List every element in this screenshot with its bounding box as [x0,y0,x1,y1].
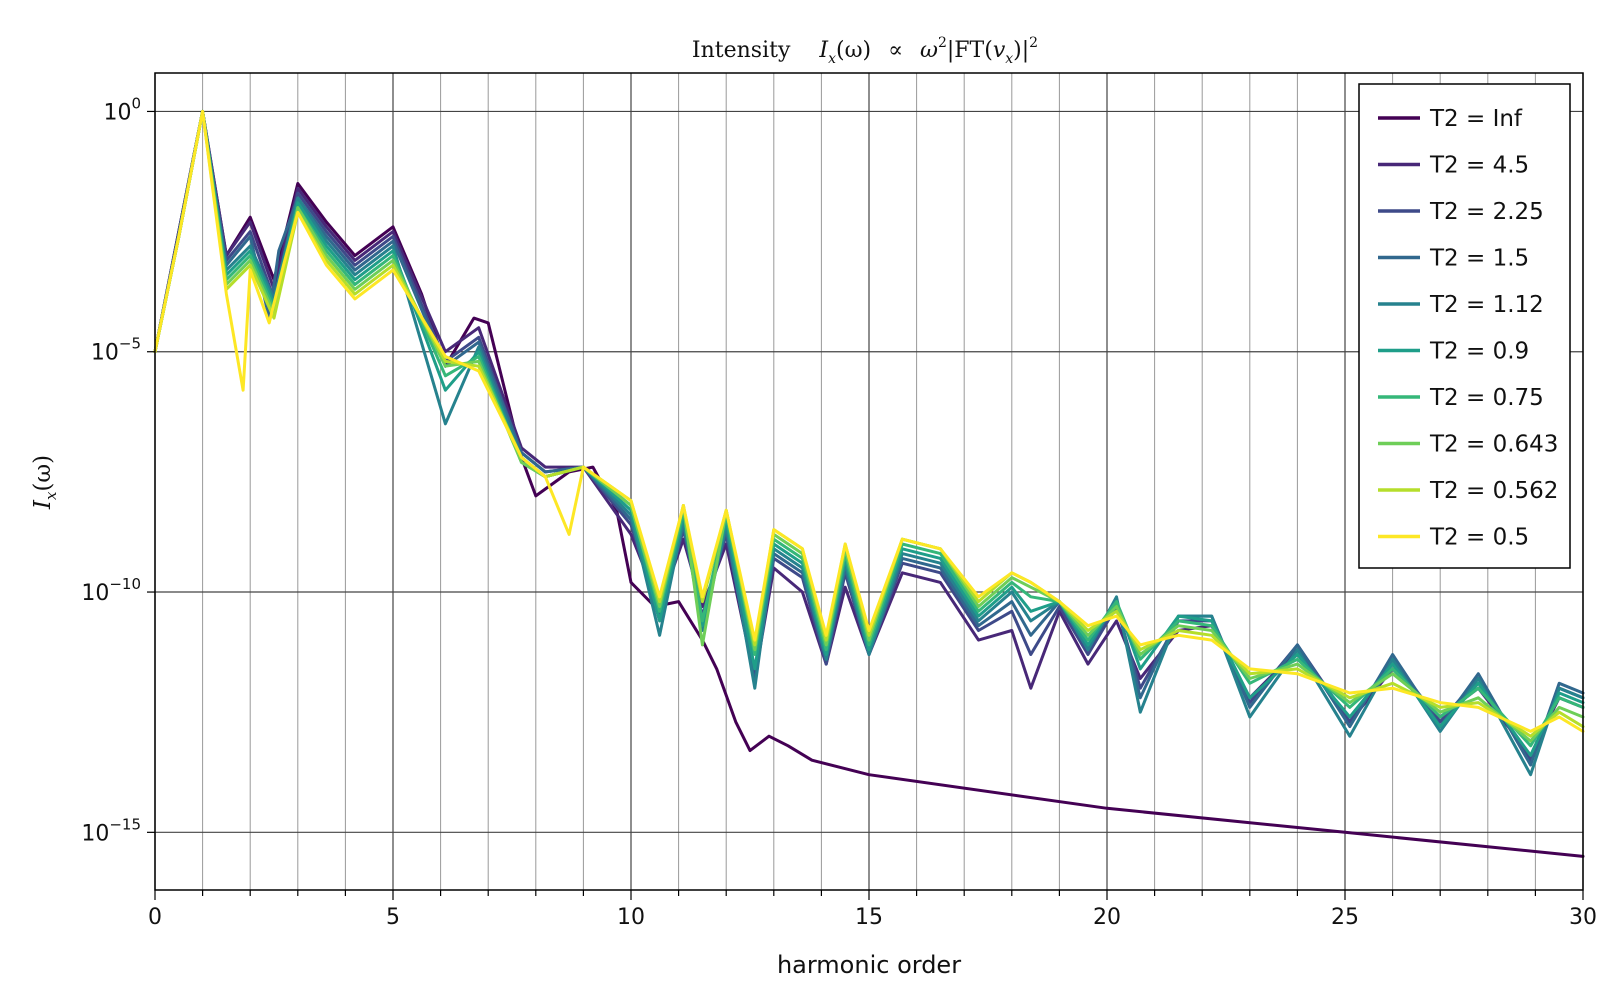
legend-label: T2 = 1.12 [1429,292,1544,318]
title-word: Intensity [692,38,791,63]
plot-area: 0 5 10 15 20 25 30 100 10−5 10−10 10−15 [81,72,1597,930]
chart-title: Intensity Ix(ω) ∝ ω2|FT(vx)|2 [692,35,1038,67]
legend-label: T2 = 1.5 [1429,246,1529,272]
legend-label: T2 = 0.9 [1429,339,1529,365]
y-tick-label: 100 [103,94,141,125]
legend-label: T2 = 0.643 [1429,432,1558,458]
series-layer [153,109,1585,858]
legend-label: T2 = Inf [1429,106,1523,132]
y-tick-label: 10−15 [81,815,141,846]
x-axis: 0 5 10 15 20 25 30 [148,890,1597,930]
legend-label: T2 = 0.5 [1429,525,1529,551]
title-lhs: I [818,38,829,63]
y-tick-label: 10−10 [81,575,141,606]
legend-label: T2 = 2.25 [1429,199,1544,225]
x-axis-label: harmonic order [777,951,961,979]
title-prop: ∝ [888,38,903,63]
x-tick-label: 25 [1331,905,1359,930]
x-tick-label: 15 [855,905,883,930]
x-tick-label: 20 [1093,905,1121,930]
y-axis: 100 10−5 10−10 10−15 [81,94,155,846]
x-tick-label: 5 [386,905,400,930]
y-tick-label: 10−5 [91,335,141,366]
legend-label: T2 = 0.75 [1429,385,1544,411]
y-axis-label: Ix(ω) [30,455,60,510]
x-tick-label: 0 [148,905,162,930]
legend-label: T2 = 4.5 [1429,153,1529,179]
series-line [153,109,1585,733]
legend-label: T2 = 0.562 [1429,478,1558,504]
grid [154,73,1584,890]
x-tick-label: 30 [1569,905,1597,930]
legend: T2 = Inf T2 = 4.5 T2 = 2.25 T2 = 1.5 T2 = 1.… [1358,83,1571,569]
x-tick-label: 10 [617,905,645,930]
